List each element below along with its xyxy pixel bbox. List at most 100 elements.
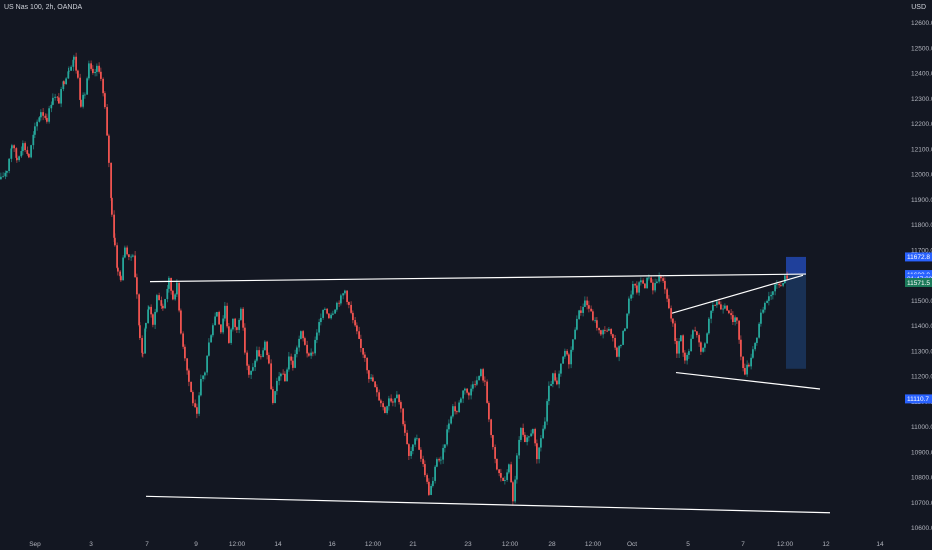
candle-body [536,443,538,460]
candle-body [530,433,532,437]
candle-body [494,447,496,459]
candle-body [774,284,776,292]
candle-body [578,310,580,319]
candle-body [94,71,96,74]
candle-body [550,384,552,386]
candle-body [514,479,516,502]
candle-body [36,121,38,127]
candle-body [192,392,194,404]
candle-body [620,344,622,347]
candle-body [110,162,112,198]
candle-body [408,444,410,456]
candle-body [518,439,520,456]
candle-body [580,310,582,313]
candle-body [96,65,98,72]
candle-body [572,339,574,350]
candle-body [636,285,638,293]
candle-body [488,402,490,420]
candle-body [166,288,169,300]
candle-body [418,438,420,450]
candle-body [598,327,600,331]
candle-body [65,78,67,85]
candle-body [404,424,406,433]
candle-body [528,436,530,438]
candle-body [508,464,510,473]
candle-body [284,373,286,382]
candle-body [260,356,262,358]
candle-body [246,352,248,366]
candle-body [188,370,190,382]
candle-body [760,312,762,324]
candle-body [482,369,484,381]
candle-body [516,455,518,480]
candle-body [308,353,310,356]
candle-body [232,318,234,330]
price-tag-label: 11110.7 [907,396,929,403]
candle-body [632,283,634,295]
candle-body [634,283,636,286]
candle-body [184,346,186,359]
candle-body [24,143,26,151]
candle-body [54,96,56,98]
candle-body [248,365,250,375]
candle-body [406,432,408,445]
candle-body [114,237,116,246]
candle-body [500,473,502,478]
candle-body [472,384,474,389]
candle-body [290,356,292,361]
candle-body [532,429,534,434]
candle-body [684,352,686,361]
candle-body [768,296,770,301]
candle-body [588,305,590,309]
x-tick-label: 14 [876,541,884,548]
candle-body [460,398,462,403]
candle-body [356,325,358,332]
candle-body [724,305,726,309]
candle-body [362,347,364,355]
candle-body [174,294,176,300]
candle-body [662,278,664,281]
candle-body [28,153,30,158]
candle-body [556,380,558,385]
candle-body [380,400,382,404]
candle-body [552,373,554,385]
candle-body [332,313,334,315]
candle-body [222,318,224,333]
candle-body [438,459,440,461]
candle-body [306,344,308,354]
candle-body [312,352,314,354]
candle-body [360,338,362,348]
candle-body [15,148,18,158]
candle-body [688,351,690,355]
candle-body [640,280,642,283]
candle-body [568,354,570,365]
candle-body [642,280,644,284]
candle-body [586,300,588,306]
candle-body [108,135,110,163]
candle-body [136,277,138,295]
candle-body [46,117,48,122]
price-tag-bg [905,394,932,404]
x-tick-label: 9 [194,541,198,548]
candle-body [414,438,416,445]
x-tick-label: 3 [89,541,93,548]
candle-body [770,294,772,297]
candle-body [396,394,398,399]
candle-body [560,363,562,374]
candle-body [734,317,736,323]
candle-body [16,157,18,161]
candle-body [358,331,360,339]
candle-body [670,308,672,319]
y-tick-label: 10900.0 [911,449,932,456]
candle-body [156,295,158,312]
candle-body [392,401,394,403]
y-tick-label: 11400.0 [911,323,932,330]
candle-body [34,126,36,135]
candle-body [274,391,276,403]
candle-body [786,275,788,279]
candle-body [658,276,660,282]
candle-body [250,370,252,375]
candle-body [270,363,272,390]
